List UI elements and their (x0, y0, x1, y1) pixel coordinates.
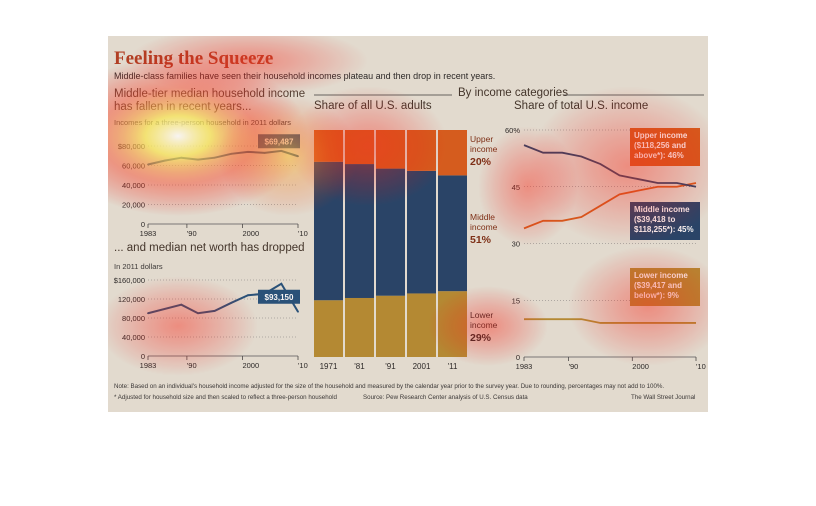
share-xtick-label: 1983 (516, 362, 533, 371)
share-ytick-label: 0 (516, 353, 520, 362)
networth-point (197, 312, 199, 315)
adults-bar-middle-income (314, 161, 343, 301)
adults-bar-lower-income (376, 295, 405, 357)
share-upper-legend-text: above*): 46% (634, 151, 684, 160)
networth-ytick-label: $160,000 (114, 276, 145, 285)
share-upper-legend-text: Upper income (634, 131, 688, 140)
share-lower-legend-text: ($39,417 and (634, 281, 682, 290)
adults-bar-upper-income (345, 130, 374, 165)
adults-label-value: 51% (470, 234, 492, 246)
footer-credit: The Wall Street Journal (631, 394, 696, 401)
networth-section-title: ... and median net worth has dropped (114, 242, 305, 254)
income-point (230, 152, 233, 155)
networth-xtick-label: '10 (298, 361, 308, 370)
income-point (297, 155, 299, 158)
income-point (147, 163, 149, 166)
income-point (213, 156, 216, 159)
networth-xtick-label: '90 (187, 361, 197, 370)
share-lower-legend-text: below*): 9% (634, 291, 679, 300)
income-series-line (147, 149, 299, 166)
income-point (247, 150, 249, 153)
adults-xtick-label: 2001 (413, 362, 431, 371)
share-lower-legend-text: Lower income (634, 271, 688, 280)
networth-point (213, 309, 216, 312)
adults-label-value: 20% (470, 156, 492, 168)
adults-label-value: 29% (470, 332, 492, 344)
income-xtick-label: 1983 (140, 229, 157, 238)
networth-unit-label: In 2011 dollars (114, 262, 163, 271)
income-ytick-label: 60,000 (122, 162, 145, 171)
income-value-label: $69,487 (265, 137, 294, 146)
adults-bar-upper-income (376, 130, 405, 169)
adults-bar-upper-income (438, 130, 467, 176)
adults-bar-lower-income (314, 300, 343, 357)
adults-xtick-label: '91 (385, 362, 396, 371)
share-xtick-label: '10 (696, 362, 706, 371)
share-xtick-label: 2000 (632, 362, 649, 371)
share-ytick-label: 45 (512, 183, 520, 192)
adults-bar-lower-income (407, 293, 436, 357)
income-xtick-label: '90 (187, 229, 197, 238)
income-point (180, 156, 183, 159)
share-middle-legend-text: Middle income (634, 205, 690, 214)
networth-point (280, 282, 283, 285)
networth-point (247, 294, 249, 297)
share-ytick-label: 15 (512, 296, 520, 305)
income-ytick-label: $80,000 (118, 142, 145, 151)
footer-note: Note: Based on an individual's household… (114, 383, 665, 390)
income-ytick-label: 40,000 (122, 181, 145, 190)
adults-bar-middle-income (376, 168, 405, 296)
adults-label-name: Lower (470, 310, 493, 320)
income-xtick-label: 2000 (242, 229, 259, 238)
income-ytick-label: 20,000 (122, 201, 145, 210)
footer-footnote: * Adjusted for household size and then s… (114, 394, 337, 401)
networth-value-label: $93,150 (265, 293, 294, 302)
adults-xtick-label: 1971 (320, 362, 338, 371)
networth-point (230, 301, 233, 304)
share-ytick-label: 60% (505, 126, 520, 135)
income-xtick-label: '10 (298, 229, 308, 238)
footer-source: Source: Pew Research Center analysis of … (363, 394, 528, 401)
adults-bar-upper-income (407, 130, 436, 171)
adults-bar-middle-income (407, 170, 436, 294)
share-xtick-label: '90 (569, 362, 579, 371)
networth-ytick-label: 40,000 (122, 333, 145, 342)
adults-label-name: income (470, 144, 498, 154)
networth-point (147, 312, 149, 315)
share-middle-legend-text: $118,255*): 45% (634, 225, 694, 234)
networth-xtick-label: 1983 (140, 361, 157, 370)
share-upper-legend-text: ($118,256 and (634, 141, 686, 150)
adults-xtick-label: '81 (354, 362, 365, 371)
networth-ytick-label: 0 (141, 352, 145, 361)
networth-point (180, 303, 183, 306)
share-middle-legend-text: ($39,418 to (634, 215, 675, 224)
adults-xtick-label: '11 (448, 362, 458, 371)
adults-label-name: income (470, 320, 498, 330)
infographic-card: Feeling the Squeeze Middle-class familie… (108, 36, 708, 412)
networth-point (297, 310, 299, 313)
adults-bar-middle-income (345, 164, 374, 298)
income-point (197, 158, 199, 161)
adults-bar-lower-income (345, 297, 374, 357)
share-ytick-label: 30 (512, 240, 520, 249)
networth-xtick-label: 2000 (242, 361, 259, 370)
income-ytick-label: 0 (141, 220, 145, 229)
adults-label-name: Upper (470, 134, 493, 144)
income-point (280, 149, 283, 152)
adults-bar-middle-income (438, 175, 467, 292)
income-point (263, 151, 266, 154)
share-lower-line (524, 318, 696, 324)
income-point (163, 159, 166, 162)
networth-ytick-label: 120,000 (118, 295, 145, 304)
adults-bar-upper-income (314, 130, 343, 162)
networth-value-callout (258, 289, 300, 304)
adults-label-name: Middle (470, 212, 495, 222)
adults-label-name: income (470, 222, 498, 232)
networth-ytick-label: 80,000 (122, 314, 145, 323)
adults-bar-lower-income (438, 291, 467, 357)
